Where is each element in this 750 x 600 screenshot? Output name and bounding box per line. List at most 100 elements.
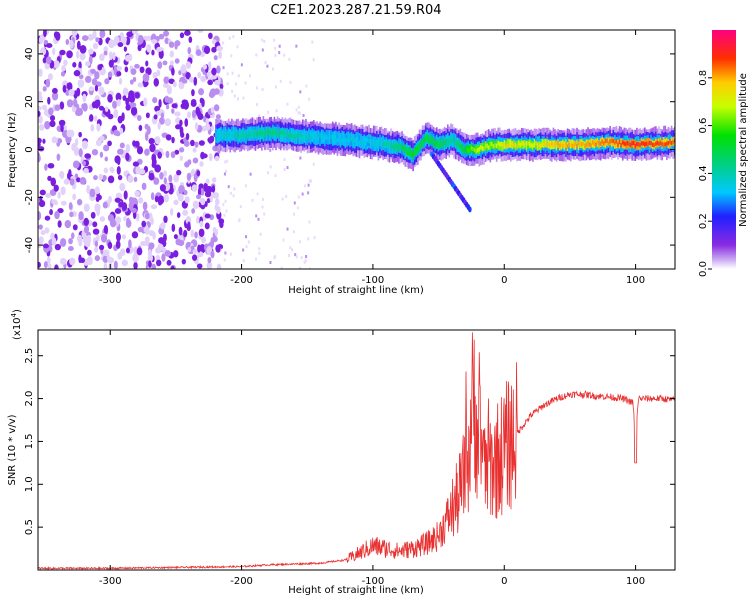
noise-speck	[207, 256, 212, 264]
noise-speck	[89, 188, 96, 198]
noise-speck	[150, 204, 158, 210]
noise-speck	[38, 146, 45, 152]
noise-speck	[278, 44, 281, 48]
signal-cell	[551, 141, 553, 146]
signal-cell	[344, 133, 347, 143]
noise-speck	[231, 89, 234, 93]
noise-speck	[312, 162, 315, 166]
signal-cell	[319, 133, 321, 139]
signal-cell	[626, 141, 629, 146]
noise-speck	[116, 165, 121, 175]
noise-speck	[101, 174, 107, 182]
signal-cell	[424, 136, 427, 141]
signal-cell	[584, 143, 586, 149]
signal-cell	[560, 142, 563, 147]
noise-speck	[156, 46, 163, 52]
noise-speck	[50, 115, 56, 122]
noise-speck	[205, 118, 210, 126]
noise-speck	[92, 228, 100, 235]
signal-cell	[341, 138, 343, 144]
colorbar-tick-label: 0.6	[698, 118, 709, 134]
noise-speck	[112, 100, 118, 109]
noise-speck	[299, 240, 302, 244]
noise-speck	[57, 138, 63, 144]
signal-cell	[640, 141, 643, 146]
noise-speck	[115, 65, 123, 71]
noise-speck	[189, 76, 194, 83]
noise-speck	[256, 192, 259, 196]
noise-speck	[121, 234, 127, 240]
noise-speck	[147, 254, 154, 262]
noise-speck	[176, 212, 181, 219]
noise-speck	[141, 220, 147, 228]
noise-speck	[49, 120, 56, 128]
signal-cell	[470, 146, 473, 151]
signal-cell	[621, 140, 624, 145]
noise-speck	[132, 161, 140, 167]
signal-cell	[650, 140, 652, 146]
noise-speck	[210, 106, 215, 114]
signal-cell	[412, 151, 414, 160]
signal-cell	[216, 129, 219, 139]
signal-cell	[522, 141, 525, 146]
noise-speck	[163, 193, 169, 203]
signal-cell	[632, 140, 635, 146]
signal-cell	[580, 141, 583, 147]
noise-speck	[210, 250, 215, 259]
signal-cell	[264, 132, 266, 137]
snr-axes: -300 -200 -100 0 100 0.5 1.0 1.5 2.0 2.5	[24, 330, 675, 587]
noise-speck	[38, 94, 43, 102]
signal-cell	[601, 139, 604, 144]
noise-speck	[66, 129, 74, 138]
noise-speck	[100, 234, 108, 243]
noise-speck	[295, 44, 298, 48]
noise-speck	[211, 177, 217, 183]
signal-cell	[330, 135, 332, 140]
signal-cell	[350, 136, 353, 142]
signal-cell	[489, 141, 492, 147]
noise-speck	[148, 230, 155, 237]
noise-speck	[164, 118, 172, 127]
noise-speck	[191, 109, 197, 119]
noise-speck	[224, 160, 227, 164]
noise-speck	[59, 49, 66, 56]
noise-speck	[69, 40, 74, 49]
signal-cell	[552, 142, 555, 148]
signal-cell	[439, 143, 441, 148]
noise-speck	[160, 222, 166, 230]
noise-speck	[296, 206, 299, 210]
signal-cell	[648, 140, 651, 145]
noise-speck	[71, 30, 78, 37]
signal-cell	[644, 142, 646, 147]
signal-cell	[517, 141, 520, 146]
signal-cell	[242, 133, 244, 138]
signal-cell	[524, 142, 526, 148]
noise-speck	[175, 238, 181, 246]
noise-speck	[232, 194, 235, 198]
noise-speck	[199, 161, 204, 167]
noise-speck	[117, 42, 124, 48]
noise-speck	[81, 103, 86, 110]
signal-cell	[298, 132, 301, 137]
noise-speck	[174, 42, 178, 50]
noise-speck	[158, 98, 162, 108]
signal-cell	[365, 138, 367, 143]
signal-cell	[295, 133, 298, 139]
noise-speck	[226, 82, 229, 86]
noise-speck	[151, 39, 158, 45]
noise-speck	[303, 184, 306, 188]
signal-cell	[448, 139, 451, 144]
signal-cell	[535, 141, 537, 146]
signal-cell	[519, 142, 522, 148]
signal-cell	[317, 136, 320, 141]
signal-branch	[468, 206, 472, 213]
noise-speck	[91, 149, 99, 156]
noise-speck	[38, 152, 41, 162]
noise-speck	[168, 41, 175, 48]
noise-speck	[198, 140, 205, 146]
signal-cell	[544, 141, 547, 147]
noise-speck	[236, 45, 239, 49]
noise-speck	[126, 31, 133, 38]
